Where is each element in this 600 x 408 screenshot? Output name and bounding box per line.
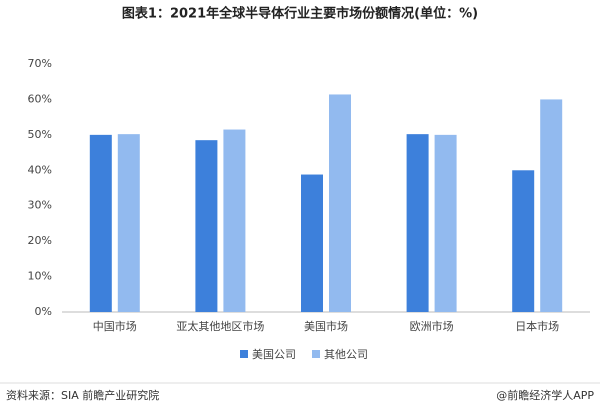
bar — [223, 129, 246, 312]
bar — [434, 134, 457, 312]
bar — [195, 140, 218, 312]
y-tick-label: 60% — [28, 92, 52, 105]
legend-label: 美国公司 — [252, 348, 296, 361]
chart-title: 图表1：2021年全球半导体行业主要市场份额情况(单位：%) — [122, 6, 478, 22]
bar — [117, 134, 140, 312]
bar — [89, 134, 112, 312]
y-tick-label: 30% — [28, 199, 52, 212]
x-tick-label: 中国市场 — [93, 319, 137, 333]
source: 资料来源：SIA 前瞻产业研究院 — [6, 388, 159, 402]
bar — [512, 170, 535, 312]
legend-swatch — [312, 350, 320, 358]
x-tick-label: 美国市场 — [304, 319, 348, 333]
bar — [406, 134, 429, 312]
y-tick-label: 20% — [28, 234, 52, 247]
bar — [540, 99, 563, 312]
y-tick-label: 0% — [35, 305, 52, 318]
legend-swatch — [240, 350, 248, 358]
y-tick-label: 10% — [28, 270, 52, 283]
bar — [301, 174, 323, 312]
x-tick-label: 日本市场 — [515, 319, 559, 333]
bar — [329, 94, 351, 313]
y-tick-label: 40% — [28, 163, 52, 176]
credit: @前瞻经济学人APP — [496, 388, 594, 402]
x-tick-label: 欧洲市场 — [410, 319, 454, 333]
y-tick-label: 70% — [28, 57, 52, 70]
x-tick-label: 亚太其他地区市场 — [176, 319, 264, 333]
y-tick-label: 50% — [28, 128, 52, 141]
legend-label: 其他公司 — [324, 348, 368, 361]
